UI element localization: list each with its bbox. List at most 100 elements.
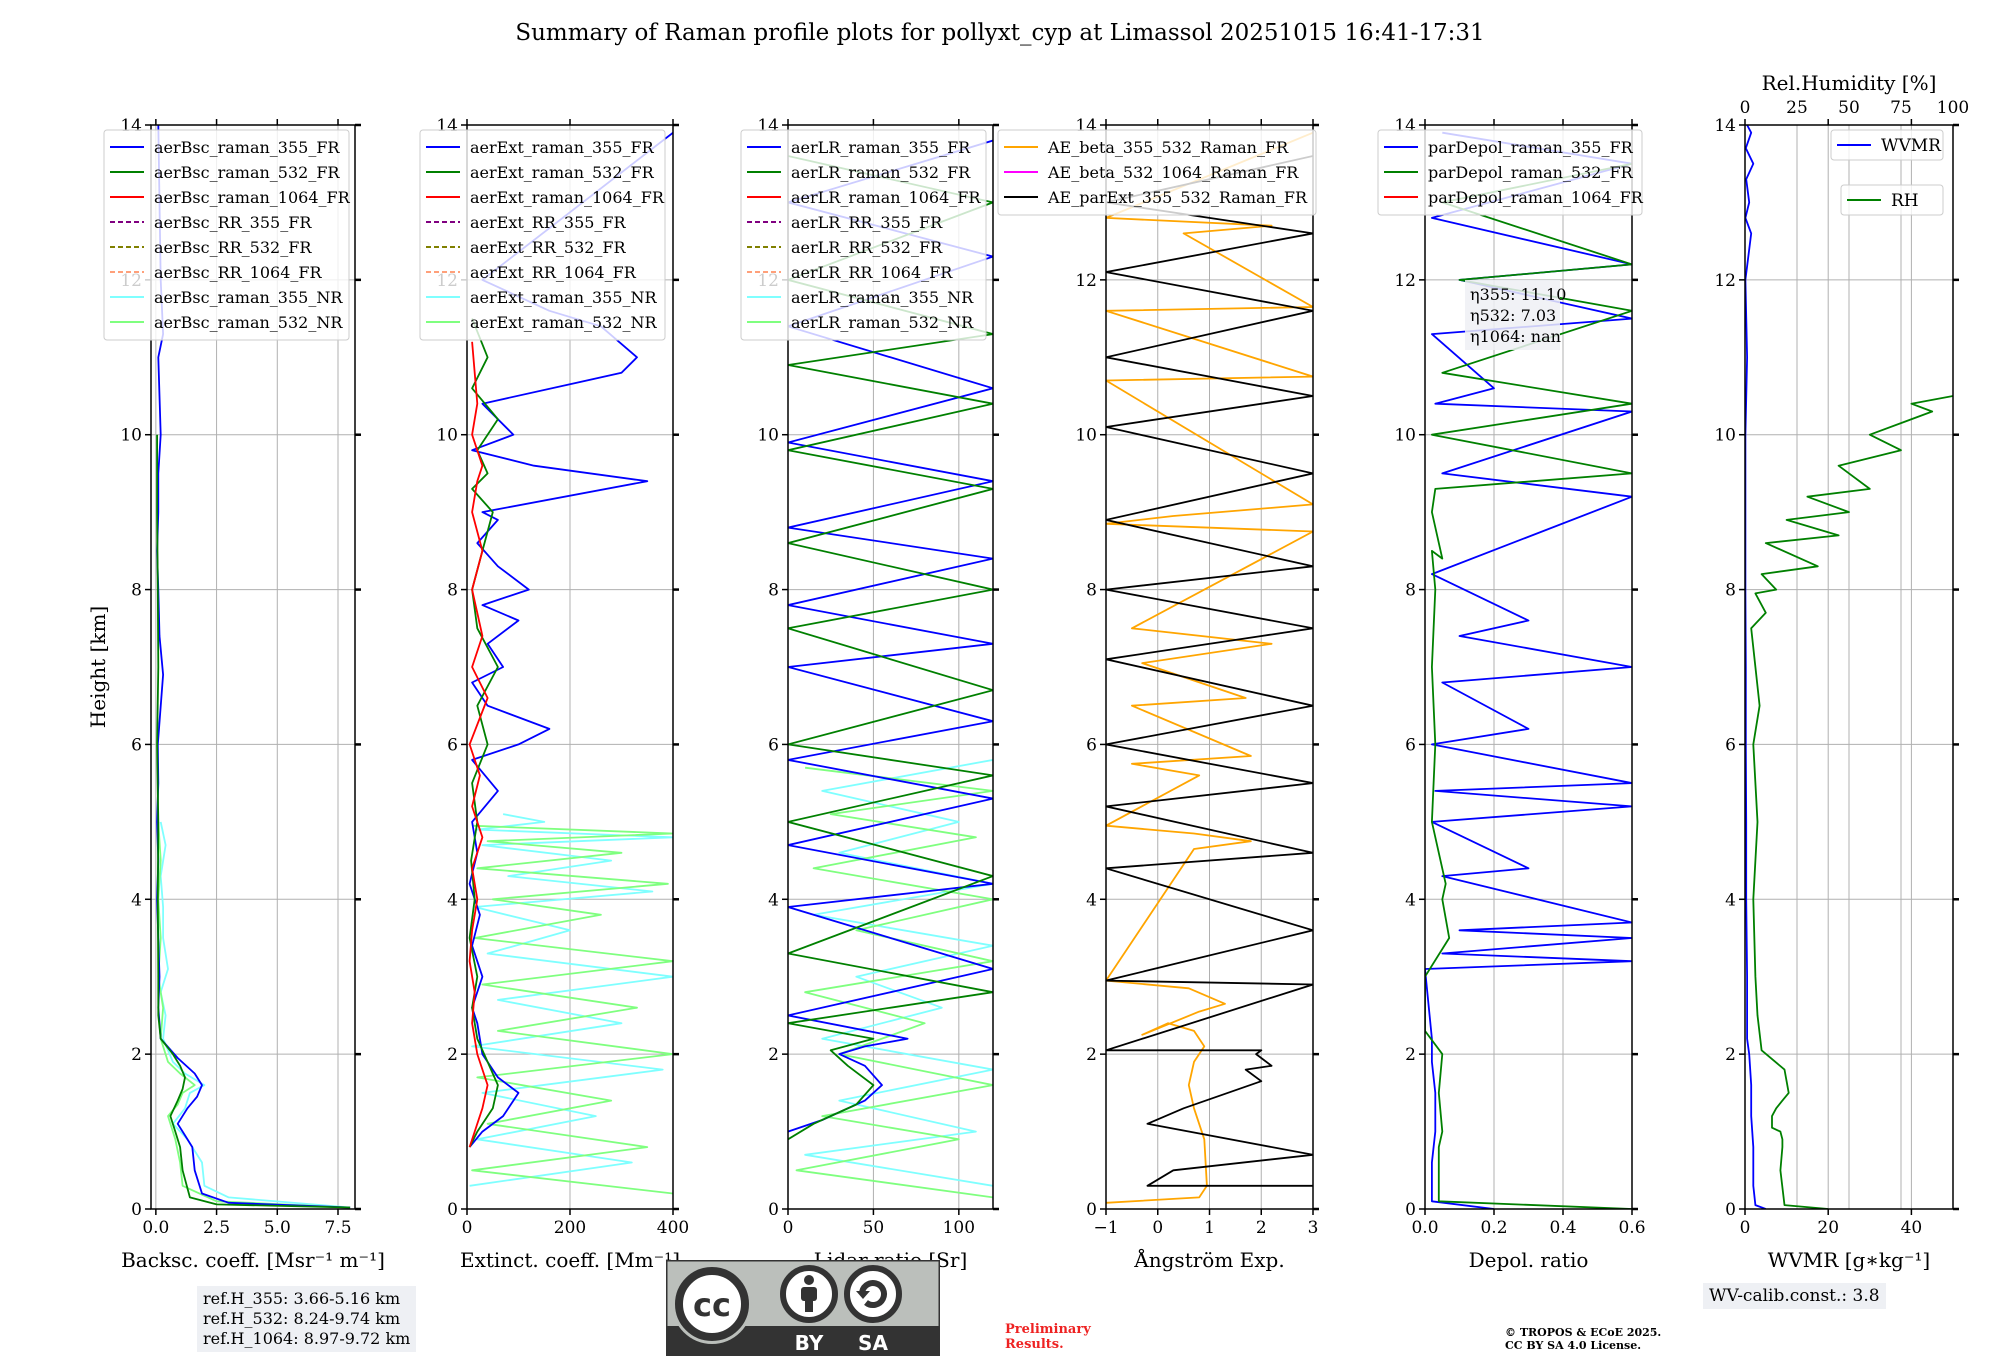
top-x-tick-label: 50 [1838, 98, 1860, 118]
x-tick-label: 7.5 [324, 1218, 351, 1238]
panel-extinction: 020040002468101214Extinct. coeff. [Mm⁻¹]… [419, 116, 689, 1272]
cc-license-badge: cc BY SA [666, 1260, 940, 1356]
y-tick-label: 8 [447, 581, 458, 601]
series-aerBsc_raman_532_FR [156, 434, 351, 1209]
svg-text:cc: cc [693, 1286, 731, 1324]
x-tick-label: 0.4 [1549, 1218, 1576, 1238]
x-tick-label: 20 [1817, 1218, 1839, 1238]
y-tick-label: 2 [1405, 1045, 1416, 1065]
sa-icon [844, 1265, 902, 1323]
legend-label-aerExt_raman_532_FR: aerExt_raman_532_FR [470, 163, 655, 182]
preliminary-line-1: Preliminary [1005, 1322, 1091, 1337]
legend-label-aerExt_RR_1064_FR: aerExt_RR_1064_FR [470, 263, 637, 282]
x-tick-label: 200 [554, 1218, 586, 1238]
legend-box [1377, 129, 1643, 216]
y-tick-label: 8 [1405, 581, 1416, 601]
series-aerBsc_raman_532_NR [157, 821, 351, 1209]
y-tick-label: 2 [131, 1045, 142, 1065]
legend-box [740, 129, 987, 341]
copyright-line-2: CC BY SA 4.0 License. [1505, 1339, 1642, 1352]
series-aerBsc_raman_355_NR [159, 821, 351, 1209]
legend-label-AE_beta_355_532_Raman_FR: AE_beta_355_532_Raman_FR [1047, 138, 1289, 157]
top-x-tick-label: 0 [1740, 98, 1751, 118]
legend-label-aerBsc_RR_1064_FR: aerBsc_RR_1064_FR [154, 263, 323, 282]
legend-label-aerLR_RR_355_FR: aerLR_RR_355_FR [791, 213, 943, 232]
by-icon [780, 1265, 838, 1323]
y-tick-label: 0 [1725, 1200, 1736, 1220]
top-x-tick-label: 100 [1937, 98, 1969, 118]
legend-label-aerLR_RR_1064_FR: aerLR_RR_1064_FR [791, 263, 953, 282]
legend-label-aerExt_raman_355_NR: aerExt_raman_355_NR [470, 288, 658, 307]
x-axis-label: Depol. ratio [1469, 1248, 1589, 1272]
series-aerExt_raman_1064_FR [468, 341, 489, 1148]
y-tick-label: 8 [131, 581, 142, 601]
legend-label-aerBsc_raman_532_FR: aerBsc_raman_532_FR [154, 163, 340, 182]
badge-label-sa: SA [858, 1331, 888, 1355]
series-aerExt_raman_532_NR [471, 824, 673, 1195]
x-tick-label: 0 [1740, 1218, 1751, 1238]
legend-label-aerBsc_RR_355_FR: aerBsc_RR_355_FR [154, 213, 312, 232]
ref-height-532: ref.H_532: 8.24-9.74 km [203, 1309, 401, 1328]
y-tick-label: 12 [1075, 271, 1097, 291]
legend-box [997, 129, 1317, 216]
x-tick-label: 400 [657, 1218, 689, 1238]
y-tick-label: 0 [768, 1200, 779, 1220]
eta-annotation-line: η1064: nan [1470, 327, 1561, 346]
x-tick-label: 0.6 [1618, 1218, 1645, 1238]
legend-label-aerLR_raman_1064_FR: aerLR_raman_1064_FR [791, 188, 981, 207]
legend-label-AE_beta_532_1064_Raman_FR: AE_beta_532_1064_Raman_FR [1047, 163, 1299, 182]
y-tick-label: 6 [131, 735, 142, 755]
legend-box [1840, 184, 1944, 216]
y-tick-label: 10 [757, 426, 779, 446]
axes-frame [787, 124, 994, 1210]
top-x-tick-label: 75 [1890, 98, 1912, 118]
series-group [468, 131, 673, 1195]
y-tick-label: 10 [120, 426, 142, 446]
y-tick-label: 4 [131, 890, 142, 910]
legend-label-aerBsc_raman_355_FR: aerBsc_raman_355_FR [154, 138, 340, 157]
y-tick-label: 10 [1714, 426, 1736, 446]
y-tick-label: 10 [1394, 426, 1416, 446]
legend-label-aerBsc_raman_1064_FR: aerBsc_raman_1064_FR [154, 188, 351, 207]
series-aerLR_raman_532_FR [788, 155, 993, 1141]
x-axis-label: Backsc. coeff. [Msr⁻¹ m⁻¹] [121, 1248, 385, 1272]
reference-height-box: ref.H_355: 3.66-5.16 km ref.H_532: 8.24-… [197, 1286, 417, 1352]
x-tick-label: 2.5 [203, 1218, 230, 1238]
y-axis-label: Height [km] [86, 606, 110, 728]
series-group [1106, 131, 1313, 1204]
x-tick-label: 1 [1204, 1218, 1215, 1238]
ref-height-1064: ref.H_1064: 8.97-9.72 km [203, 1329, 411, 1348]
legend-label-aerLR_RR_532_FR: aerLR_RR_532_FR [791, 238, 943, 257]
y-tick-label: 6 [1725, 735, 1736, 755]
legend-label-aerExt_raman_1064_FR: aerExt_raman_1064_FR [470, 188, 665, 207]
series-aerLR_raman_355_FR [788, 139, 993, 1133]
legend-label-aerBsc_raman_532_NR: aerBsc_raman_532_NR [154, 313, 343, 332]
x-tick-label: 0 [783, 1218, 794, 1238]
legend-box [103, 129, 350, 341]
legend-label-aerExt_raman_532_NR: aerExt_raman_532_NR [470, 313, 658, 332]
badge-label-by: BY [795, 1331, 824, 1355]
x-tick-label: 0 [1152, 1218, 1163, 1238]
legend-label-aerBsc_raman_355_NR: aerBsc_raman_355_NR [154, 288, 343, 307]
legend-label-aerExt_RR_355_FR: aerExt_RR_355_FR [470, 213, 627, 232]
ref-height-355: ref.H_355: 3.66-5.16 km [203, 1289, 401, 1308]
series-aerExt_raman_355_FR [468, 131, 673, 1148]
y-tick-label: 4 [1725, 890, 1736, 910]
x-tick-label: 0 [462, 1218, 473, 1238]
legend-label-aerLR_raman_532_NR: aerLR_raman_532_NR [791, 313, 974, 332]
cc-icon: cc [672, 1264, 752, 1344]
y-tick-label: 4 [1405, 890, 1416, 910]
eta-annotation-line: η355: 11.10 [1470, 285, 1566, 304]
legend-label-WVMR: WVMR [1881, 136, 1942, 156]
legend-label-parDepol_raman_1064_FR: parDepol_raman_1064_FR [1428, 188, 1644, 207]
series-parDepol_raman_355_FR [1425, 131, 1632, 1209]
y-tick-label: 10 [1075, 426, 1097, 446]
y-tick-label: 6 [1405, 735, 1416, 755]
y-tick-label: 6 [447, 735, 458, 755]
y-tick-label: 8 [1725, 581, 1736, 601]
x-axis-label: WVMR [g∗kg⁻¹] [1768, 1248, 1930, 1272]
series-AE_parExt_355_532_Raman_FR [1106, 155, 1313, 1187]
